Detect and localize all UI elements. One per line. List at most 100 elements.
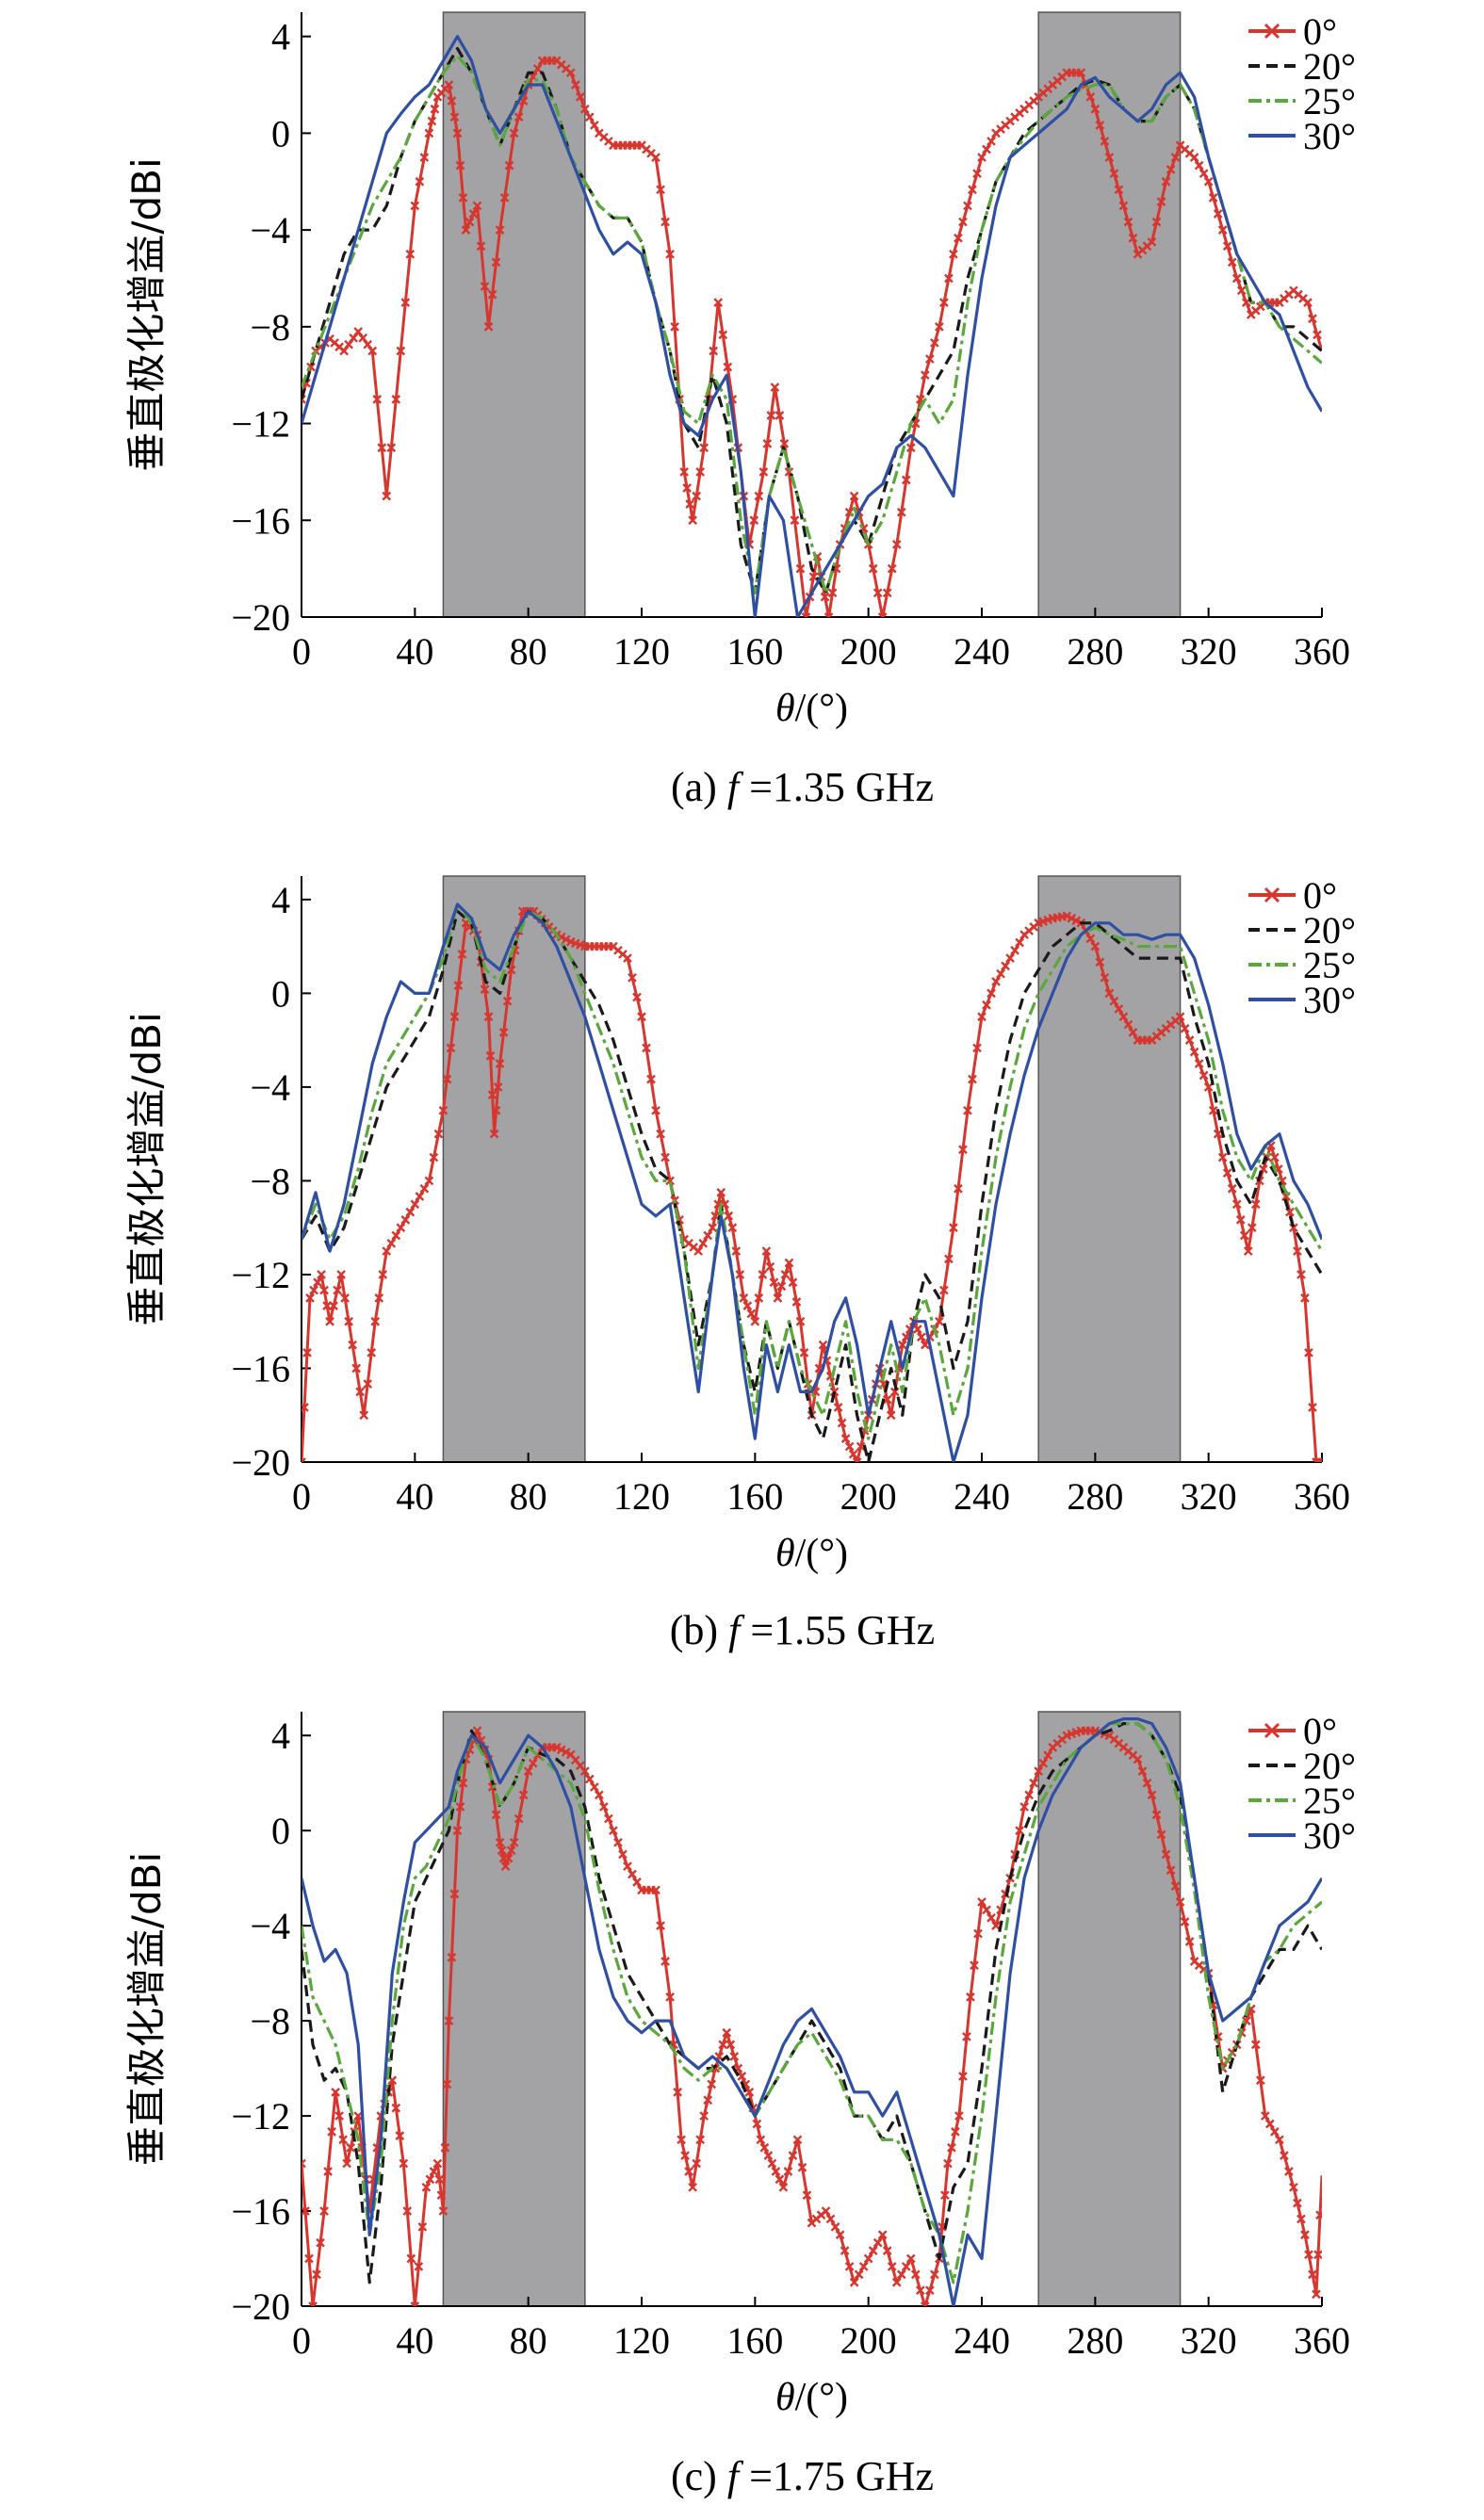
series-marker-1 (472, 1726, 482, 1736)
x-tick-label: 40 (396, 2319, 433, 2362)
series-line-4 (302, 35, 1322, 617)
series-marker-1 (491, 1810, 501, 1820)
series-marker-1 (1071, 916, 1082, 926)
series-marker-1 (912, 1325, 922, 1334)
series-marker-1 (660, 1152, 670, 1162)
series-marker-1 (465, 217, 475, 227)
series-marker-1 (1222, 241, 1232, 252)
series-marker-1 (991, 977, 1001, 986)
series-marker-1 (1313, 2250, 1322, 2260)
series-marker-1 (391, 2103, 401, 2113)
legend-label-3: 25° (1303, 1780, 1356, 1822)
series-marker-1 (767, 2158, 777, 2169)
x-tick-label: 360 (1294, 2319, 1350, 2362)
series-marker-1 (756, 2135, 766, 2145)
series-marker-1 (377, 443, 387, 453)
y-tick-label: −20 (231, 2285, 290, 2328)
shaded-band-2 (1037, 875, 1182, 1463)
chart-panel-b: 40−4−8−12−16−200 40 80 120 160 200 240 280 320 36… (123, 874, 1356, 1653)
series-marker-1 (759, 2142, 770, 2153)
series-marker-1 (685, 499, 694, 510)
series-marker-1 (483, 321, 494, 332)
x-tick-label: 280 (1067, 1475, 1123, 1518)
series-marker-1 (449, 1012, 460, 1022)
series-marker-1 (1296, 2214, 1306, 2224)
series-line-4 (302, 902, 1322, 1462)
series-marker-1 (693, 1246, 704, 1256)
series-marker-1 (339, 346, 349, 356)
series-marker-1 (673, 2087, 682, 2097)
series-marker-1 (1095, 120, 1105, 130)
series-marker-1 (432, 2158, 443, 2169)
series-marker-1 (1296, 1270, 1306, 1279)
series-marker-1 (1275, 2135, 1284, 2145)
series-marker-1 (951, 2127, 960, 2137)
series-marker-1 (656, 185, 665, 195)
series-marker-1 (1010, 945, 1019, 955)
series-marker-1 (1303, 298, 1313, 308)
y-tick-label: −16 (231, 1347, 290, 1390)
series-marker-1 (421, 2182, 432, 2192)
series-marker-1 (795, 563, 806, 574)
series-marker-1 (312, 2269, 321, 2280)
series-marker-1 (854, 2269, 864, 2280)
series-marker-1 (695, 467, 706, 477)
y-tick-label: −20 (231, 1441, 290, 1484)
y-tick-label: 4 (271, 1715, 290, 1757)
x-axis-label-var: θ (775, 2376, 795, 2419)
series-marker-1 (1180, 1917, 1190, 1927)
series-marker-1 (935, 1316, 944, 1326)
series-marker-1 (509, 128, 519, 138)
series-marker-1 (487, 1782, 497, 1792)
series-marker-1 (579, 1766, 590, 1776)
series-marker-1 (623, 953, 632, 963)
series-marker-1 (429, 2167, 439, 2176)
series-marker-1 (476, 241, 486, 252)
series-marker-1 (382, 491, 392, 501)
chart-panel-c: 40−4−8−12−16−200 40 80 120 160 200 240 280 320 36… (123, 1710, 1356, 2499)
series-line-2 (302, 909, 1322, 1462)
series-marker-1 (506, 1845, 516, 1856)
x-axis-label: θ/(°) (775, 1532, 848, 1575)
series-marker-1 (958, 1145, 968, 1155)
series-marker-1 (830, 2222, 840, 2232)
series-marker-1 (561, 1748, 571, 1757)
series-marker-1 (396, 1223, 406, 1233)
series-marker-1 (497, 1845, 507, 1856)
series-marker-1 (788, 1277, 798, 1288)
series-marker-1 (446, 1043, 456, 1053)
series-marker-1 (1151, 217, 1162, 227)
x-tick-label: 40 (396, 1475, 433, 1518)
series-marker-1 (1024, 1790, 1034, 1800)
y-axis-label: 垂直极化增益/dBi (123, 1852, 170, 2166)
series-marker-1 (419, 1183, 430, 1194)
series-marker-1 (556, 932, 566, 942)
caption-prefix: (a) (671, 764, 727, 810)
series-marker-1 (487, 1090, 497, 1100)
series-marker-1 (935, 321, 944, 332)
series-marker-1 (1123, 217, 1133, 227)
series-marker-1 (930, 2269, 939, 2280)
series-marker-1 (458, 193, 468, 203)
series-marker-1 (424, 1176, 434, 1186)
chart-caption: (b) f =1.55 GHz (670, 1607, 935, 1653)
series-marker-1 (396, 346, 406, 356)
series-marker-1 (400, 298, 411, 308)
series-marker-1 (480, 984, 490, 995)
x-tick-label: 0 (292, 2319, 311, 2362)
y-tick-label: −16 (231, 499, 290, 542)
series-marker-1 (887, 2262, 897, 2271)
series-marker-1 (754, 1293, 764, 1303)
series-marker-1 (844, 1441, 855, 1452)
series-marker-1 (852, 1457, 862, 1462)
series-marker-1 (707, 2079, 717, 2089)
legend-marker (1264, 886, 1280, 903)
y-axis-label: 垂直极化增益/dBi (123, 1012, 170, 1325)
series-marker-1 (877, 612, 888, 617)
series-marker-1 (1189, 1047, 1199, 1057)
series-marker-1 (1015, 1826, 1024, 1836)
series-marker-1 (1118, 1012, 1129, 1022)
series-marker-1 (304, 2253, 314, 2264)
series-marker-1 (595, 1790, 604, 1800)
series-marker-1 (962, 2032, 971, 2041)
